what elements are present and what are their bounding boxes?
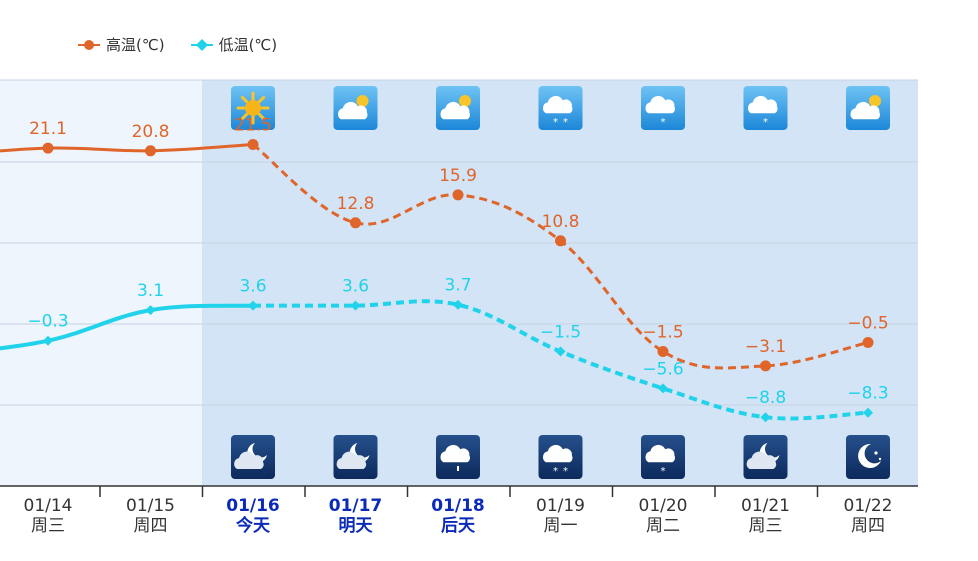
legend-high-swatch: [78, 39, 100, 50]
x-axis-day-label: 周三: [749, 516, 783, 536]
high-temp-point[interactable]: [555, 235, 566, 247]
low-temp-label: −5.6: [642, 359, 683, 379]
legend-low-label: 低温(℃): [218, 36, 278, 54]
x-axis-day-label: 后天: [441, 516, 476, 536]
high-temp-point[interactable]: [42, 142, 54, 154]
low-temp-label: −8.8: [745, 388, 786, 408]
low-temp-label: −0.3: [27, 312, 68, 332]
high-temp-past-line: [0, 143, 254, 153]
partly-cloudy-icon: [333, 86, 378, 130]
high-temp-label: 21.1: [29, 119, 67, 139]
low-temp-label: 3.1: [137, 281, 164, 301]
light-snow-icon: *: [641, 435, 685, 479]
x-axis-day-label: 周四: [851, 516, 885, 536]
high-temp-point[interactable]: [145, 145, 156, 157]
x-axis-day-label: 今天: [236, 515, 271, 536]
past-days-background: [0, 80, 202, 486]
svg-text:*: *: [763, 117, 768, 128]
high-temp-point[interactable]: [350, 217, 361, 229]
high-temp-point[interactable]: [452, 189, 464, 201]
partly-cloudy-icon: [436, 86, 480, 130]
x-axis-date-label: 01/18: [431, 496, 485, 516]
legend-item-high[interactable]: 高温(℃): [78, 34, 165, 55]
cloudy-night-icon: [333, 435, 378, 479]
snow-icon: * *: [538, 86, 583, 130]
high-temp-label: 10.8: [542, 212, 580, 232]
legend-item-low[interactable]: 低温(℃): [190, 34, 278, 55]
cloudy-night-icon: [231, 435, 275, 479]
x-axis-day-label: 周二: [646, 516, 680, 536]
forecast-background: [202, 80, 918, 486]
svg-text:*: *: [553, 466, 558, 477]
high-temp-point[interactable]: [862, 337, 874, 348]
svg-text:*: *: [563, 117, 568, 128]
x-axis-day-label: 周四: [134, 516, 168, 536]
x-axis-date-label: 01/20: [639, 496, 688, 516]
high-temp-point[interactable]: [760, 360, 771, 372]
high-temp-label: −1.5: [642, 323, 683, 343]
low-temp-label: 3.6: [239, 277, 266, 297]
high-temp-label: 21.5: [234, 116, 272, 136]
light-snow-icon: *: [641, 86, 685, 130]
svg-text:*: *: [661, 466, 666, 477]
snow-icon: * *: [538, 435, 583, 479]
x-axis-date-label: 01/19: [536, 496, 585, 516]
legend-low-swatch: [190, 38, 213, 51]
low-temp-label: 3.6: [342, 277, 369, 297]
high-temp-label: 20.8: [132, 122, 170, 142]
clear-night-icon: [846, 435, 890, 479]
x-axis-date-label: 01/21: [741, 496, 790, 516]
low-temp-label: 3.7: [444, 276, 471, 296]
high-temp-label: 15.9: [439, 166, 477, 186]
low-temp-point[interactable]: [248, 300, 258, 311]
high-temp-label: −3.1: [745, 337, 786, 357]
x-axis-date-label: 01/22: [844, 496, 893, 516]
legend-high-label: 高温(℃): [106, 36, 165, 54]
low-temp-point[interactable]: [145, 305, 156, 316]
x-axis-date-label: 01/16: [226, 496, 280, 516]
cloudy-night-icon: [743, 435, 788, 479]
svg-text:*: *: [553, 117, 558, 128]
svg-text:*: *: [563, 466, 568, 477]
x-axis-date-label: 01/15: [126, 496, 175, 516]
high-temp-label: −0.5: [847, 314, 888, 334]
legend: 高温(℃) 低温(℃): [78, 34, 277, 55]
low-temp-point[interactable]: [555, 346, 566, 357]
light-snow-icon: *: [743, 86, 788, 130]
x-axis-date-label: 01/17: [329, 496, 383, 516]
high-temp-point[interactable]: [247, 139, 259, 150]
low-temp-point[interactable]: [453, 299, 463, 310]
low-temp-point[interactable]: [863, 407, 873, 418]
light-rain-icon: [436, 435, 480, 479]
low-temp-point[interactable]: [658, 383, 668, 394]
x-axis-date-label: 01/14: [24, 496, 73, 516]
x-axis-day-label: 周三: [31, 516, 65, 536]
x-axis-day-label: 周一: [544, 516, 578, 536]
partly-cloudy-icon: [846, 86, 890, 130]
low-temp-label: −8.3: [847, 384, 888, 404]
x-axis-day-label: 明天: [339, 516, 374, 536]
svg-text:*: *: [661, 117, 666, 128]
low-temp-point[interactable]: [43, 335, 53, 346]
low-temp-point[interactable]: [760, 412, 771, 423]
high-temp-point[interactable]: [657, 346, 669, 357]
sunny-icon: [231, 86, 275, 130]
low-temp-label: −1.5: [540, 323, 581, 343]
high-temp-label: 12.8: [337, 194, 375, 214]
low-temp-point[interactable]: [350, 300, 361, 311]
low-temp-past-line: [0, 303, 254, 351]
